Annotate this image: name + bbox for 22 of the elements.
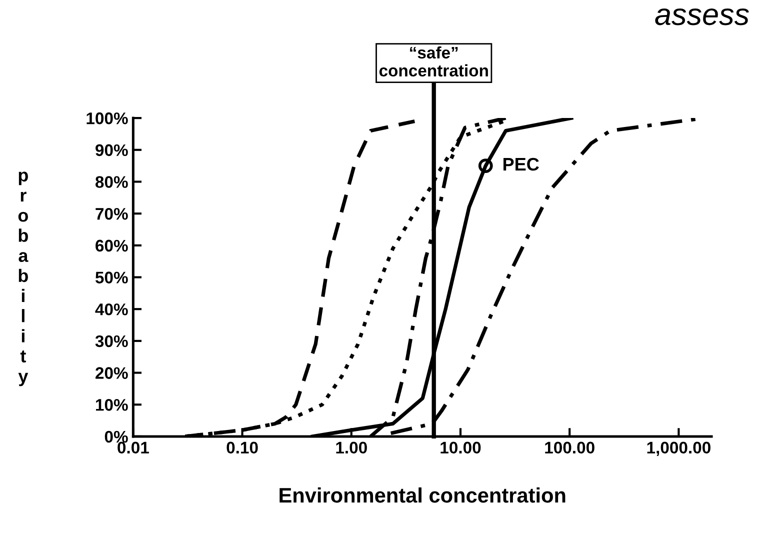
y-tick-label: 30% [95,335,128,348]
y-tick-label: 70% [96,208,128,220]
y-tick-label: 50% [95,272,128,284]
x-tick-label: 0.01 [118,442,149,454]
ref-line-label: “safe” concentration [379,46,488,77]
text: assess [655,8,749,26]
x-tick-label: 100.00 [545,442,594,454]
text: probability [18,172,28,386]
x-tick-label: 1.00 [336,442,367,454]
x-axis-title: Environmental concentration [280,487,566,503]
x-tick-label: 0.10 [226,442,258,454]
annotation: PEC [504,158,539,171]
y-tick-label: 0% [104,430,128,443]
x-tick-label: 1,000.00 [647,442,710,456]
y-tick-label: 80% [95,176,128,188]
x-tick-label: 10.00 [440,442,481,454]
y-tick-label: 90% [96,144,128,156]
y-tick-label: 40% [95,303,128,316]
y-tick-label: 100% [86,112,128,124]
y-tick-label: 20% [96,367,128,379]
y-tick-label: 10% [96,399,128,411]
y-tick-label: 60% [96,240,128,252]
